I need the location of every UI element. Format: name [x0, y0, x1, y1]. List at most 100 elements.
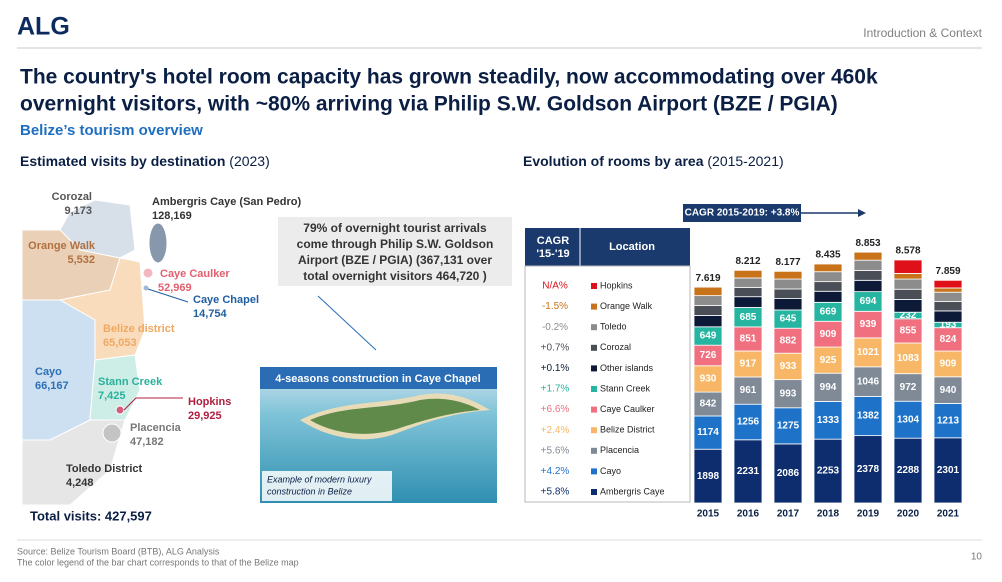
bar-segment	[733, 269, 763, 279]
segment-label: 2301	[937, 465, 960, 476]
segment-label: 1275	[777, 420, 800, 431]
subtitle: Belize’s tourism overview	[20, 122, 203, 139]
bar-segment	[813, 290, 843, 303]
segment-label: 917	[740, 359, 757, 370]
total-label: 7.619	[695, 273, 720, 284]
total-label: 8.177	[775, 257, 800, 268]
legend-body	[524, 265, 691, 503]
bar-segment	[893, 299, 923, 313]
caye-caulker-marker	[142, 267, 154, 279]
segment-label: 909	[820, 329, 837, 340]
bar-segment	[733, 326, 763, 352]
legend-label: Cayo	[600, 466, 621, 476]
legend-label: Orange Walk	[600, 301, 653, 311]
region-name: Corozal	[52, 191, 92, 203]
segment-label: 993	[780, 388, 797, 399]
section-name: Introduction & Context	[863, 26, 982, 40]
bar-segment	[933, 350, 963, 378]
bar-segment	[893, 272, 923, 280]
legend-cagr: +6.6%	[541, 404, 570, 415]
segment-label: 961	[740, 385, 757, 396]
region-name: Orange Walk	[28, 240, 96, 252]
map	[21, 199, 168, 506]
logo: ALG	[17, 13, 70, 41]
region-visits: 5,532	[67, 254, 95, 266]
bar-segment	[693, 315, 723, 328]
page-number: 10	[971, 552, 983, 563]
bar-segment	[733, 439, 763, 504]
segment-label: 649	[700, 331, 717, 342]
legend-header-cagr: '15-'19	[536, 248, 569, 260]
segment-label: 2378	[857, 464, 880, 475]
segment-label: 2288	[897, 465, 920, 476]
photo-header	[260, 367, 497, 389]
segment-label: 694	[860, 296, 877, 307]
region-name: Hopkins	[188, 396, 231, 408]
bar-segment	[933, 291, 963, 302]
segment-label: 193	[940, 320, 957, 331]
x-tick-label: 2015	[697, 509, 720, 520]
segment-label: 855	[900, 326, 917, 337]
map-heading: Estimated visits by destination (2023)	[20, 153, 270, 169]
bar-segment	[933, 301, 963, 312]
bar-segment	[933, 287, 963, 293]
annotation: CAGR 2015-2019: +3.8%	[685, 208, 800, 219]
bar-segment	[853, 279, 883, 293]
legend-header	[525, 228, 690, 266]
legend-swatch	[591, 386, 597, 392]
segment-label: 939	[860, 319, 877, 330]
legend-cagr: +2.4%	[541, 425, 570, 436]
segment-label: 1083	[897, 353, 920, 364]
region-name: Belize district	[103, 323, 175, 335]
bar-segment	[773, 278, 803, 290]
segment-label: 842	[700, 399, 717, 410]
bar-segment	[773, 288, 803, 300]
callout-box	[278, 217, 512, 286]
region-name: Caye Chapel	[193, 294, 259, 306]
ambergris-marker	[148, 222, 168, 264]
island-vegetation	[310, 398, 480, 434]
legend-header-location: Location	[609, 241, 655, 253]
segment-label: 232	[900, 310, 917, 321]
bar-segment	[933, 310, 963, 323]
bar-segment	[933, 437, 963, 504]
legend-header-cagr: CAGR	[537, 235, 569, 247]
legend-label: Ambergris Caye	[600, 486, 665, 496]
region-name: Ambergris Caye (San Pedro)	[152, 196, 301, 208]
bar-segment	[733, 296, 763, 308]
bar-segment	[933, 376, 963, 404]
legend-label: Belize District	[600, 425, 655, 435]
legend-label: Other islands	[600, 363, 654, 373]
legend-cagr: N/A%	[542, 281, 568, 292]
legend-swatch	[591, 406, 597, 413]
bar-segment	[733, 376, 763, 405]
bar-segment	[893, 278, 923, 290]
segment-label: 726	[700, 350, 717, 361]
chart: 1898 1174 842 930 726 649 7.619 2015 2231 1256 961…	[541, 238, 963, 520]
callout-line: total overnight visitors 464,720 )	[303, 269, 486, 283]
region-visits: 29,925	[188, 410, 222, 422]
segment-label: 933	[780, 361, 797, 372]
region-name: Stann Creek	[98, 376, 163, 388]
callout-line: Airport (BZE / PGIA) (367,131 over	[298, 253, 492, 267]
bar-segment	[933, 279, 963, 289]
total-label: 8.435	[815, 250, 840, 261]
bar-segment	[893, 259, 923, 274]
map-heading-title: Estimated visits by destination	[20, 153, 225, 169]
bar-segment	[693, 286, 723, 297]
caye-chapel-marker	[142, 284, 150, 292]
legend-cagr: +4.2%	[541, 466, 570, 477]
segment-label: 1046	[857, 376, 880, 387]
photo: 4-seasons construction in Caye Chapel Ex…	[260, 367, 497, 503]
region-visits: 4,248	[66, 477, 94, 489]
segment-label: 940	[940, 385, 957, 396]
legend-swatch	[591, 324, 597, 331]
bar-segment	[893, 288, 923, 300]
bar-segment	[813, 438, 843, 504]
segment-label: 909	[940, 359, 957, 370]
legend-cagr: +5.6%	[541, 445, 570, 456]
bar-segment	[813, 372, 843, 402]
x-tick-label: 2020	[897, 509, 920, 520]
chart-period: (2015-2021)	[707, 153, 783, 169]
